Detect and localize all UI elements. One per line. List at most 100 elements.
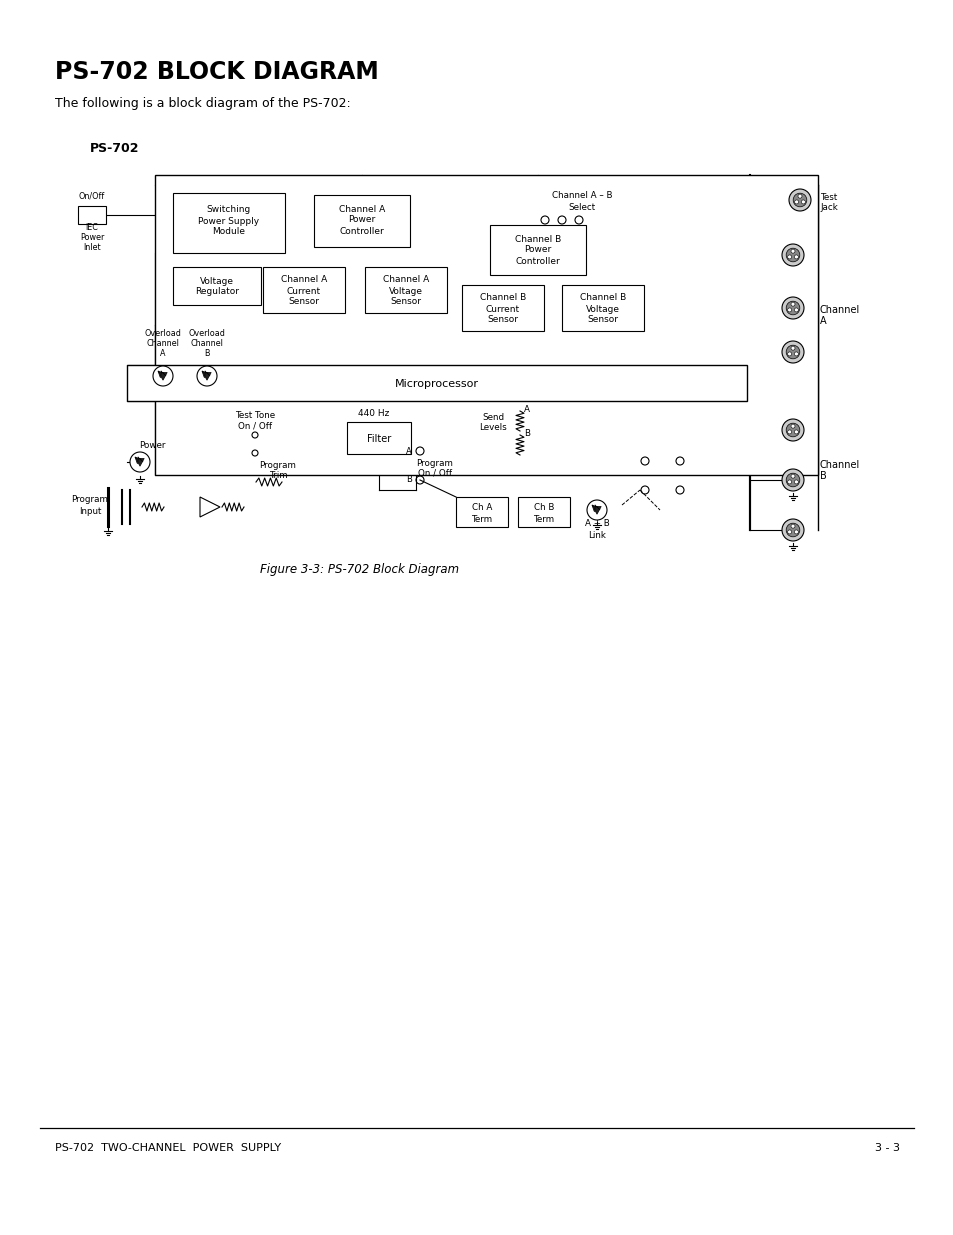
Bar [347, 422, 411, 454]
Circle shape [781, 469, 803, 492]
Bar [561, 285, 643, 331]
Text: Channel B: Channel B [579, 294, 625, 303]
Text: B: B [523, 429, 530, 437]
Text: Controller: Controller [515, 257, 559, 266]
Circle shape [787, 352, 791, 356]
Text: Channel A: Channel A [382, 275, 429, 284]
Bar [127, 366, 746, 401]
Circle shape [794, 480, 798, 484]
Text: PS-702  TWO-CHANNEL  POWER  SUPPLY: PS-702 TWO-CHANNEL POWER SUPPLY [55, 1144, 281, 1153]
Text: Channel B: Channel B [479, 294, 525, 303]
Text: Send: Send [481, 414, 503, 422]
Text: Power: Power [348, 215, 375, 225]
Circle shape [794, 254, 798, 259]
Text: A: A [406, 447, 412, 456]
Text: 440 Hz: 440 Hz [358, 409, 389, 417]
Text: Channel A – B: Channel A – B [551, 191, 612, 200]
Text: Input: Input [79, 506, 101, 515]
Circle shape [785, 248, 799, 262]
Circle shape [785, 345, 799, 359]
Text: Power: Power [524, 246, 551, 254]
Text: On / Off: On / Off [417, 468, 452, 478]
Circle shape [781, 245, 803, 266]
Circle shape [785, 473, 799, 487]
Circle shape [586, 500, 606, 520]
Bar [154, 175, 817, 475]
Text: Current: Current [287, 287, 321, 295]
Text: Controller: Controller [339, 226, 384, 236]
Circle shape [787, 430, 791, 433]
Circle shape [794, 352, 798, 356]
Text: Test Tone: Test Tone [234, 411, 274, 420]
Text: Voltage: Voltage [585, 305, 619, 314]
Text: On/Off: On/Off [79, 191, 105, 200]
Text: Voltage: Voltage [389, 287, 422, 295]
Circle shape [792, 193, 806, 206]
Text: A: A [160, 350, 166, 358]
Text: Sensor: Sensor [390, 298, 421, 306]
Circle shape [790, 424, 794, 429]
Text: Power: Power [80, 233, 104, 242]
Text: Channel: Channel [191, 340, 223, 348]
Polygon shape [135, 458, 144, 466]
Bar [314, 195, 410, 247]
Circle shape [196, 366, 216, 387]
Bar [78, 206, 106, 224]
Circle shape [797, 194, 801, 198]
Text: 3 - 3: 3 - 3 [874, 1144, 899, 1153]
Text: The following is a block diagram of the PS-702:: The following is a block diagram of the … [55, 98, 351, 110]
Text: Select: Select [568, 203, 595, 211]
Text: On / Off: On / Off [237, 421, 272, 431]
Circle shape [794, 308, 798, 312]
Text: Ch B: Ch B [534, 504, 554, 513]
Text: Figure 3-3: PS-702 Block Diagram: Figure 3-3: PS-702 Block Diagram [260, 563, 459, 577]
Text: Program: Program [259, 462, 296, 471]
Text: Channel: Channel [820, 459, 860, 471]
Text: B: B [406, 475, 412, 484]
Text: Sensor: Sensor [288, 298, 319, 306]
Text: Channel: Channel [820, 305, 860, 315]
Text: B: B [204, 350, 210, 358]
Circle shape [794, 200, 798, 204]
Bar [365, 267, 447, 312]
Circle shape [794, 430, 798, 433]
Circle shape [781, 519, 803, 541]
Bar [461, 285, 543, 331]
Text: PS-702: PS-702 [90, 142, 139, 154]
Circle shape [781, 419, 803, 441]
Circle shape [787, 254, 791, 259]
Text: A + B: A + B [584, 520, 609, 529]
Circle shape [787, 480, 791, 484]
Circle shape [785, 524, 799, 537]
Circle shape [785, 424, 799, 437]
Circle shape [781, 341, 803, 363]
Text: Regulator: Regulator [194, 288, 239, 296]
Text: Program: Program [71, 495, 109, 505]
Text: Channel A: Channel A [338, 205, 385, 214]
Circle shape [794, 530, 798, 534]
Text: A: A [820, 316, 825, 326]
Text: Channel A: Channel A [280, 275, 327, 284]
Text: Current: Current [485, 305, 519, 314]
Circle shape [790, 249, 794, 253]
Bar [517, 496, 569, 527]
Circle shape [790, 524, 794, 529]
Circle shape [130, 452, 150, 472]
Bar [490, 225, 585, 275]
Text: Overload: Overload [189, 330, 225, 338]
Text: Module: Module [213, 227, 245, 236]
Text: Trim: Trim [269, 472, 287, 480]
Circle shape [801, 200, 804, 204]
Text: A: A [523, 405, 530, 414]
Circle shape [787, 308, 791, 312]
Bar [263, 267, 345, 312]
Text: Power: Power [138, 441, 165, 451]
Polygon shape [158, 373, 167, 380]
Text: Power Supply: Power Supply [198, 216, 259, 226]
Circle shape [790, 346, 794, 351]
Bar [172, 267, 261, 305]
Text: Channel B: Channel B [515, 235, 560, 243]
Text: Sensor: Sensor [487, 315, 518, 325]
Text: Jack: Jack [820, 204, 837, 212]
Text: B: B [820, 471, 826, 480]
